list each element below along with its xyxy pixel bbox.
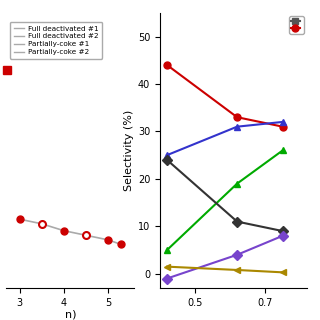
Legend: , : , [289, 16, 304, 34]
X-axis label: n): n) [65, 309, 76, 319]
Y-axis label: Selectivity (%): Selectivity (%) [124, 110, 134, 191]
Legend: Full deactivated #1, Full deactivated #2, Partially-coke #1, Partially-coke #2: Full deactivated #1, Full deactivated #2… [10, 22, 102, 59]
